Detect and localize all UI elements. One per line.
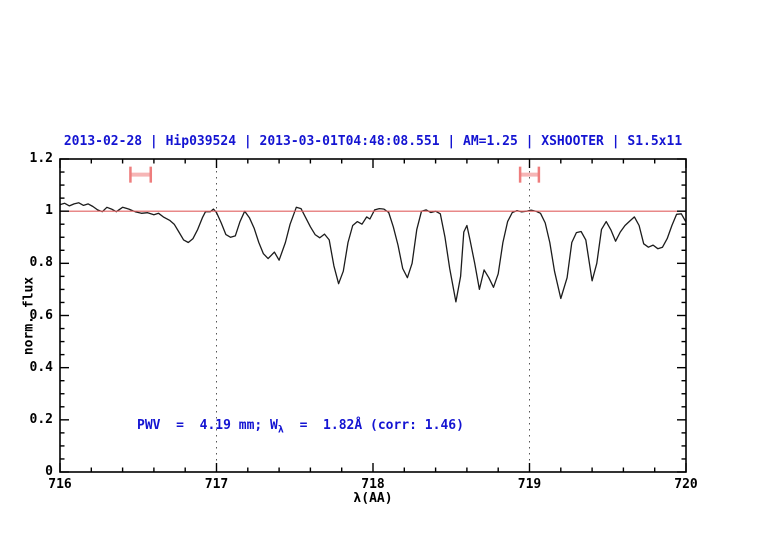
y-tick-label: 0.2 (29, 411, 53, 427)
y-tick-label: 1 (45, 203, 53, 219)
pwv-annotation-part1: PWV = 4.19 mm; W (137, 418, 278, 433)
y-tick-label: 0.6 (29, 307, 53, 323)
x-tick-label: 719 (517, 477, 542, 492)
continuum-range-markers (129, 166, 541, 183)
y-tick-label: 0.4 (29, 359, 53, 375)
y-tick-label: 0.8 (29, 255, 53, 271)
pwv-annotation-lambda-sub: λ (277, 424, 284, 436)
plot-title: 2013-02-28 | Hip039524 | 2013-03-01T04:4… (63, 134, 683, 149)
x-tick-label: 720 (674, 477, 698, 492)
pwv-annotation-part2: = 1.82Å (corr: 1.46) (283, 418, 464, 433)
x-tick-label: 717 (204, 477, 229, 492)
x-tick-label: 716 (48, 477, 72, 492)
x-tick-label: 718 (361, 477, 385, 492)
spectrum-line (59, 202, 687, 303)
dotted-guide-lines (216, 159, 530, 472)
y-tick-label: 1.2 (29, 151, 53, 166)
y-tick-label: 0 (45, 464, 53, 479)
plot-frame (59, 158, 687, 473)
pwv-annotation: PWV = 4.19 mm; Wλ = 1.82Å (corr: 1.46) (137, 418, 464, 436)
x-axis-label: λ(AA) (353, 491, 393, 506)
